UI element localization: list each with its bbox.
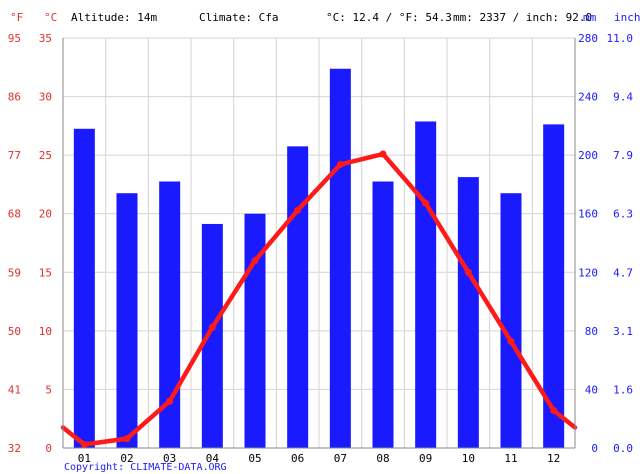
fahrenheit-tick-label: 77	[8, 149, 21, 162]
month-tick-label: 12	[547, 452, 560, 465]
month-tick-label: 10	[462, 452, 475, 465]
precipitation-total-text: mm: 2337 / inch: 92.0	[453, 11, 593, 24]
month-tick-label: 01	[78, 452, 91, 465]
temperature-line	[60, 150, 578, 448]
temperature-point	[208, 323, 216, 331]
celsius-tick-label: 15	[39, 266, 52, 279]
mm-tick-label: 280	[578, 32, 598, 45]
precipitation-bar	[543, 124, 565, 449]
month-tick-label: 02	[120, 452, 133, 465]
climate-text: Climate: Cfa	[199, 11, 279, 24]
precipitation-bar	[73, 128, 95, 449]
fahrenheit-tick-label: 50	[8, 325, 21, 338]
mm-tick-label: 0	[591, 442, 598, 455]
month-tick-label: 08	[376, 452, 389, 465]
precipitation-bar	[372, 181, 394, 448]
precipitation-bar	[201, 223, 223, 448]
temperature-point	[80, 440, 88, 448]
month-tick-label: 06	[291, 452, 304, 465]
axes	[62, 38, 576, 449]
celsius-tick-label: 25	[39, 149, 52, 162]
precipitation-bar	[500, 193, 522, 448]
month-tick-label: 09	[419, 452, 432, 465]
copyright-link[interactable]: Copyright: CLIMATE-DATA.ORG	[64, 462, 227, 473]
fahrenheit-tick-label: 32	[8, 442, 21, 455]
tick-labels: 32 0 0 0.0 41 5 40 1.6 50 10 80 3.1 59 15 120 4.7 68 20 16…	[8, 32, 634, 465]
precipitation-bar	[457, 177, 479, 448]
fahrenheit-tick-label: 95	[8, 32, 21, 45]
temperature-point	[507, 337, 515, 345]
celsius-tick-label: 0	[45, 442, 52, 455]
celsius-tick-label: 30	[39, 91, 52, 104]
precipitation-bar	[329, 68, 351, 448]
fahrenheit-unit-label: °F	[10, 11, 24, 24]
temperature-line-path	[60, 151, 578, 447]
month-tick-label: 07	[334, 452, 347, 465]
fahrenheit-tick-label: 41	[8, 383, 21, 396]
inch-tick-label: 4.7	[613, 266, 633, 279]
inch-tick-label: 6.3	[613, 208, 633, 221]
month-tick-label: 11	[504, 452, 517, 465]
temperature-point	[464, 268, 472, 276]
fahrenheit-tick-label: 86	[8, 91, 21, 104]
inch-tick-label: 9.4	[613, 91, 633, 104]
mm-unit-label: mm	[583, 11, 597, 24]
average-temperature-text: °C: 12.4 / °F: 54.3	[326, 11, 452, 24]
temperature-point	[123, 435, 131, 443]
mm-tick-label: 160	[578, 208, 598, 221]
temperature-point	[294, 206, 302, 214]
precipitation-bar	[415, 121, 437, 448]
mm-tick-label: 80	[585, 325, 598, 338]
celsius-tick-label: 20	[39, 208, 52, 221]
mm-tick-label: 120	[578, 266, 598, 279]
precipitation-bar	[287, 146, 309, 448]
mm-tick-label: 40	[585, 383, 598, 396]
inch-tick-label: 1.6	[613, 383, 633, 396]
altitude-text: Altitude: 14m	[71, 11, 158, 24]
celsius-unit-label: °C	[44, 11, 58, 24]
temperature-point	[166, 397, 174, 405]
temperature-point	[251, 257, 259, 265]
temperature-point	[422, 199, 430, 207]
celsius-tick-label: 5	[45, 383, 52, 396]
fahrenheit-tick-label: 68	[8, 208, 21, 221]
temperature-point	[379, 150, 387, 158]
temperature-point	[550, 407, 558, 415]
month-tick-label: 03	[163, 452, 176, 465]
fahrenheit-tick-label: 59	[8, 266, 21, 279]
mm-tick-label: 200	[578, 149, 598, 162]
temperature-point	[336, 161, 344, 169]
inch-tick-label: 11.0	[607, 32, 634, 45]
month-tick-label: 05	[248, 452, 261, 465]
month-tick-label: 04	[206, 452, 220, 465]
celsius-tick-label: 10	[39, 325, 52, 338]
precipitation-bar	[159, 181, 181, 448]
inch-unit-label: inch	[614, 11, 640, 24]
inch-tick-label: 7.9	[613, 149, 633, 162]
grid-lines	[63, 37, 575, 449]
inch-tick-label: 0.0	[613, 442, 633, 455]
inch-tick-label: 3.1	[613, 325, 633, 338]
celsius-tick-label: 35	[39, 32, 52, 45]
precipitation-bar	[116, 193, 138, 448]
mm-tick-label: 240	[578, 91, 598, 104]
